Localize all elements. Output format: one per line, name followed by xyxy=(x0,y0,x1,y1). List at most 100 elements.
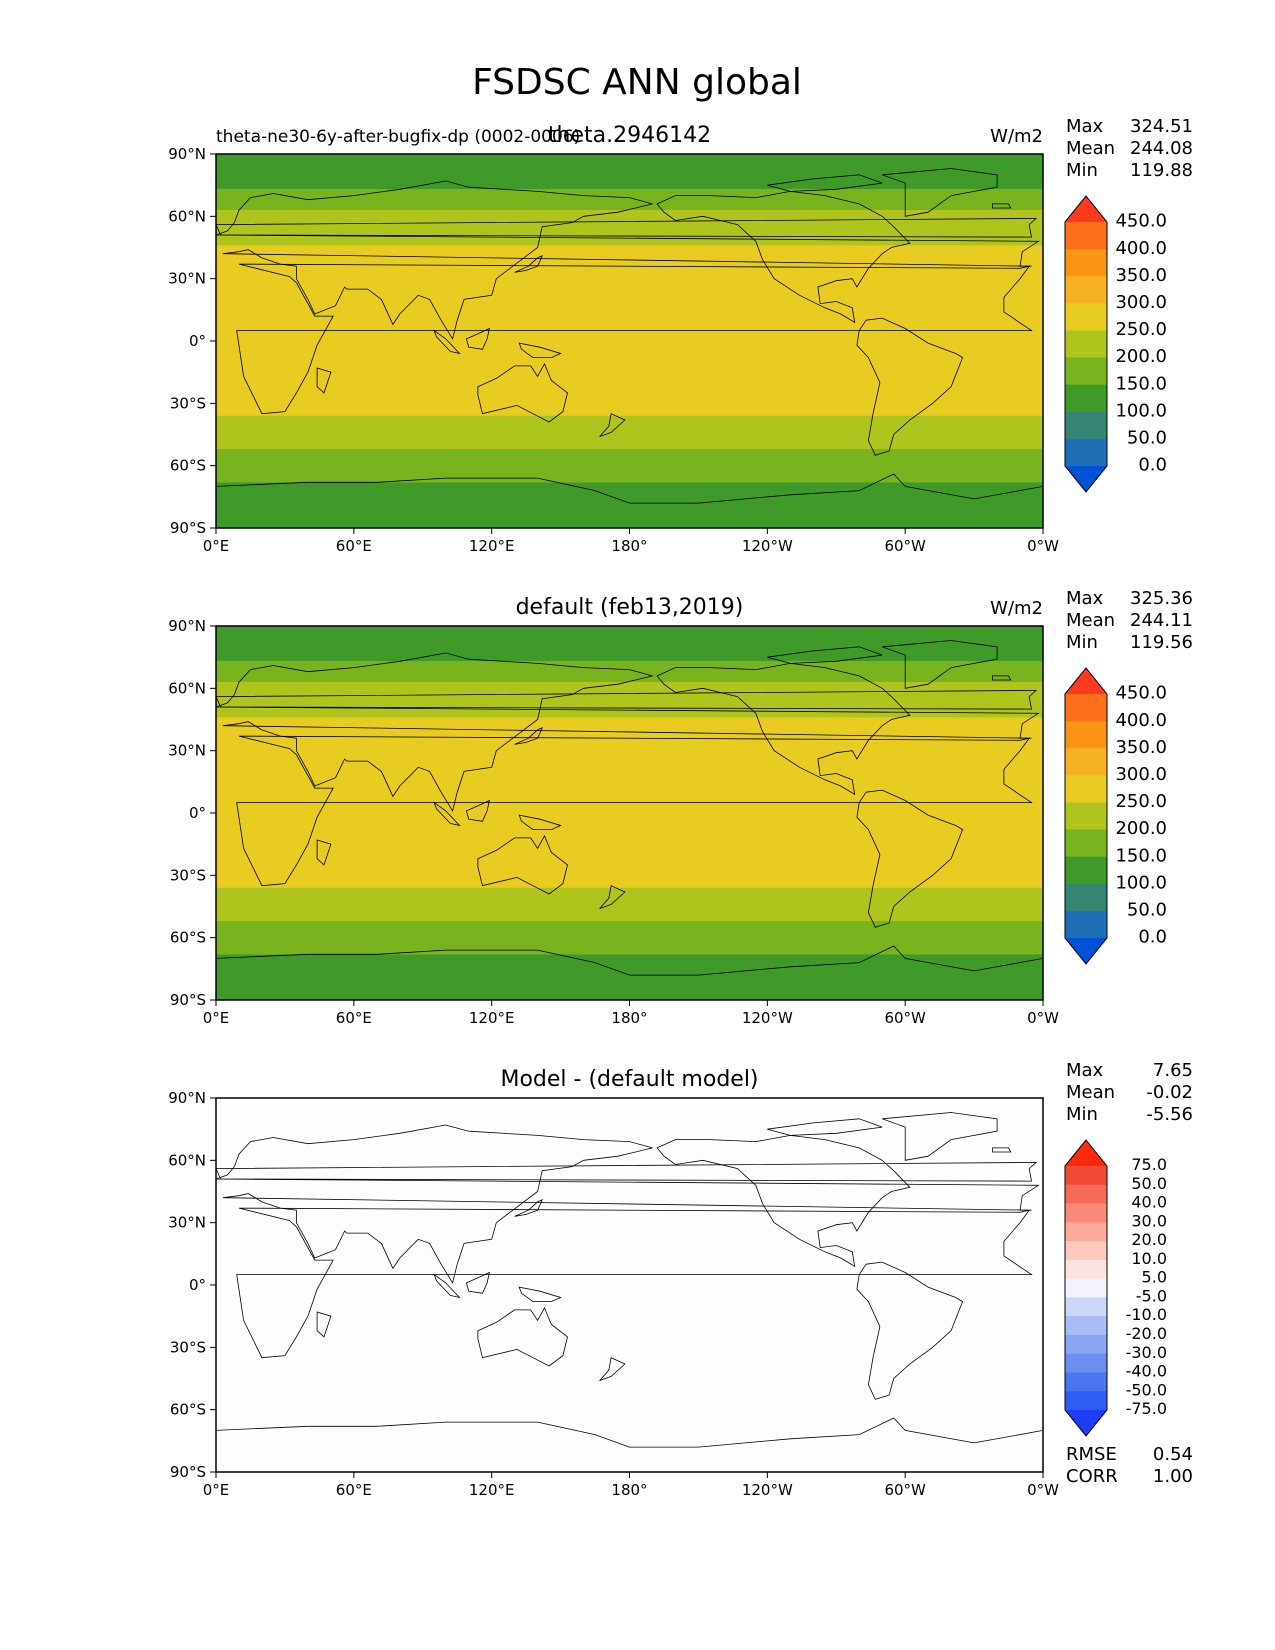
map-area xyxy=(216,154,1043,528)
colorbar-tick-label: -30.0 xyxy=(1126,1343,1167,1362)
stat-label: Min xyxy=(1066,632,1098,653)
y-tick-label: 60°N xyxy=(168,207,206,225)
colorbar-tick-label: 450.0 xyxy=(1115,211,1167,232)
eurasia-outline xyxy=(216,180,1040,340)
sumatra-outline xyxy=(433,329,461,355)
stat-label: Min xyxy=(1066,160,1098,181)
africa-outline xyxy=(236,735,1033,887)
y-tick-label: 90°S xyxy=(170,1463,206,1481)
arctic-islands-outline xyxy=(767,646,883,664)
madagascar-outline xyxy=(316,367,332,394)
colorbar-segment xyxy=(1065,249,1107,277)
colorbar-tick-label: 300.0 xyxy=(1115,292,1167,313)
colorbar-tick-label: 450.0 xyxy=(1115,683,1167,704)
colorbar-segment xyxy=(1065,1391,1107,1411)
colorbar-segment xyxy=(1065,1259,1107,1280)
stat-label: Min xyxy=(1066,1104,1098,1125)
colorbar-tick-label: 150.0 xyxy=(1115,373,1167,394)
x-tick-label: 120°W xyxy=(742,1481,793,1499)
stat-value: 244.08 xyxy=(1130,138,1193,159)
x-tick-label: 0°W xyxy=(1027,1009,1059,1027)
new-guinea-outline xyxy=(518,814,562,830)
y-tick-label: 90°N xyxy=(168,617,206,635)
colorbar-segment xyxy=(1065,438,1107,467)
arctic-islands-outline xyxy=(767,1118,883,1136)
x-tick-label: 0°E xyxy=(203,1009,230,1027)
stat-value: 119.56 xyxy=(1130,632,1193,653)
y-tick-label: 90°N xyxy=(168,145,206,163)
stat-label: Max xyxy=(1066,116,1104,137)
antarctica-outline xyxy=(216,473,1043,528)
colorbar-tick-label: 40.0 xyxy=(1131,1193,1167,1212)
colorbar-segment xyxy=(1065,856,1107,885)
colorbar-extend-min xyxy=(1065,466,1107,492)
colorbar-tick-label: 50.0 xyxy=(1127,428,1167,449)
x-tick-label: 60°W xyxy=(884,1481,926,1499)
colorbar-segment xyxy=(1065,357,1107,386)
colorbar-tick-label: -10.0 xyxy=(1126,1305,1167,1324)
units-label: W/m2 xyxy=(990,598,1043,619)
field-band xyxy=(216,887,1043,922)
eurasia-outline xyxy=(216,652,1040,812)
colorbar-tick-label: -5.0 xyxy=(1136,1286,1167,1305)
colorbar-segment xyxy=(1065,775,1107,803)
y-tick-label: 30°S xyxy=(170,866,206,884)
stat-label: Mean xyxy=(1066,610,1115,631)
new-guinea-outline xyxy=(518,1286,562,1302)
field-band xyxy=(216,661,1043,683)
australia-outline xyxy=(477,362,568,423)
colorbar-segment xyxy=(1065,330,1107,359)
y-tick-label: 30°N xyxy=(168,742,206,760)
colorbar-tick-label: 400.0 xyxy=(1115,238,1167,259)
panel-title-left: theta-ne30-6y-after-bugfix-dp (0002-0006… xyxy=(216,127,580,147)
colorbar-segment xyxy=(1065,411,1107,440)
x-tick-label: 0°E xyxy=(203,537,230,555)
stat-value: 325.36 xyxy=(1130,588,1193,609)
stat-label: Max xyxy=(1066,588,1104,609)
y-tick-label: 0° xyxy=(189,1276,206,1294)
colorbar-tick-label: 400.0 xyxy=(1115,710,1167,731)
rmse-label: RMSE xyxy=(1066,1444,1117,1465)
new-zealand-outline xyxy=(599,885,626,909)
x-tick-label: 120°E xyxy=(469,537,515,555)
colorbar-extend-max xyxy=(1065,196,1107,222)
y-tick-label: 90°S xyxy=(170,519,206,537)
y-tick-label: 30°N xyxy=(168,270,206,288)
eurasia-outline xyxy=(216,1124,1040,1284)
colorbar-tick-label: 350.0 xyxy=(1115,737,1167,758)
colorbar-segment xyxy=(1065,1241,1107,1261)
y-tick-label: 0° xyxy=(189,804,206,822)
stat-value: 244.11 xyxy=(1130,610,1193,631)
colorbar-segment xyxy=(1065,802,1107,831)
uk-outline xyxy=(216,689,1038,710)
iceland-outline xyxy=(992,203,1012,209)
field-band xyxy=(216,415,1043,450)
antarctica-outline xyxy=(216,1417,1043,1472)
panel-title: default (feb13,2019) xyxy=(516,595,744,620)
corr-label: CORR xyxy=(1066,1466,1118,1487)
colorbar-tick-label: 100.0 xyxy=(1115,872,1167,893)
colorbar-segment xyxy=(1065,1353,1107,1373)
colorbar-segment xyxy=(1065,384,1107,413)
stat-value: -5.56 xyxy=(1146,1104,1193,1125)
colorbar-tick-label: 75.0 xyxy=(1131,1155,1167,1174)
x-tick-label: 120°E xyxy=(469,1481,515,1499)
x-tick-label: 0°W xyxy=(1027,537,1059,555)
colorbar-segment xyxy=(1065,910,1107,939)
colorbar-tick-label: 300.0 xyxy=(1115,764,1167,785)
colorbar-tick-label: -50.0 xyxy=(1126,1380,1167,1399)
colorbar-segment xyxy=(1065,1222,1107,1242)
borneo-outline xyxy=(465,799,490,822)
colorbar-tick-label: 0.0 xyxy=(1138,455,1167,476)
field-band xyxy=(216,189,1043,211)
stat-value: 7.65 xyxy=(1153,1060,1193,1081)
madagascar-outline xyxy=(316,839,332,866)
colorbar-segment xyxy=(1065,1166,1107,1186)
stat-value: 119.88 xyxy=(1130,160,1193,181)
madagascar-outline xyxy=(316,1311,332,1338)
colorbar-tick-label: -75.0 xyxy=(1126,1399,1167,1418)
y-tick-label: 60°S xyxy=(170,929,206,947)
colorbar-segment xyxy=(1065,721,1107,749)
colorbar: 0.0 50.0 100.0 150.0 200.0 250.0 300.0 350.0 400… xyxy=(1064,195,1167,493)
antarctica-outline xyxy=(216,945,1043,1000)
